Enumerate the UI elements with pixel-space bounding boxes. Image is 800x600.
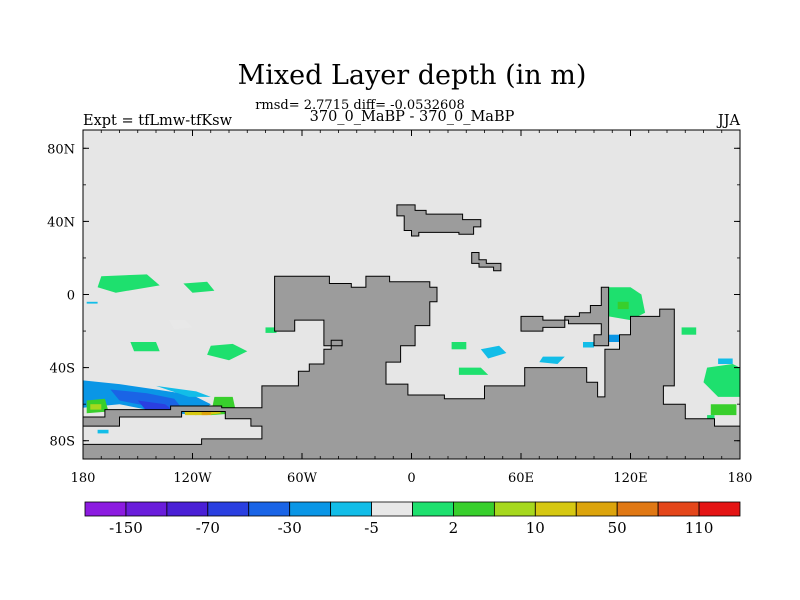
- colorbar-label: -30: [278, 519, 302, 537]
- center-label: 370_0_MaBP - 370_0_MaBP: [310, 109, 515, 125]
- x-tick-label: 120E: [613, 471, 647, 486]
- land-central-continent: [83, 275, 740, 459]
- colorbar-swatch: [698, 501, 741, 517]
- land-north-landmass: [396, 204, 482, 237]
- colorbar-label: 10: [526, 519, 545, 537]
- contour-field: [156, 385, 211, 397]
- colorbar-swatch: [248, 501, 291, 517]
- colorbar-swatch: [330, 501, 372, 517]
- colorbar: -150 -70 -30 -5 2 10 50 110: [84, 501, 741, 537]
- y-tick-label: 80S: [50, 435, 75, 450]
- chart-subtitle: rmsd= 2.7715 diff= -0.0532608: [255, 98, 465, 113]
- x-tick-label: 180: [71, 471, 96, 486]
- y-tick-label: 0: [67, 289, 75, 304]
- contour-field: [480, 345, 507, 359]
- colorbar-swatch: [371, 501, 413, 517]
- colorbar-label: 2: [449, 519, 459, 537]
- contour-field: [617, 301, 629, 310]
- x-tick-label: 120W: [173, 471, 212, 486]
- contour-field: [681, 327, 697, 335]
- y-tick-label: 80N: [47, 142, 75, 157]
- x-tick-label: 180: [728, 471, 753, 486]
- colorbar-swatch: [534, 501, 577, 517]
- colorbar-swatch: [84, 501, 127, 517]
- contour-field: [90, 404, 102, 410]
- contour-field: [451, 342, 467, 350]
- colorbar-swatch: [657, 501, 700, 517]
- contour-field: [137, 400, 175, 412]
- colorbar-swatch: [493, 501, 536, 517]
- contour-field: [183, 281, 215, 293]
- contour-field: [703, 364, 740, 397]
- x-tick-label: 0: [407, 471, 415, 486]
- colorbar-swatch: [575, 501, 618, 517]
- land-east-peninsula: [520, 286, 610, 347]
- plot-area: [82, 129, 741, 460]
- colorbar-swatch: [166, 501, 209, 517]
- contour-field: [539, 356, 565, 364]
- contour-field: [718, 358, 733, 364]
- x-tick-label: 60E: [508, 471, 534, 486]
- contour-field: [168, 320, 193, 330]
- land-northeast-island: [471, 252, 502, 272]
- colorbar-label: -5: [364, 519, 379, 537]
- colorbar-swatch: [412, 501, 454, 517]
- contour-field: [110, 389, 182, 408]
- colorbar-label: 110: [685, 519, 714, 537]
- y-tick-label: 40S: [50, 362, 75, 377]
- contour-field: [583, 342, 594, 348]
- contour-field: [207, 343, 248, 361]
- colorbar-swatch: [453, 501, 495, 517]
- left-label: Expt = tfLmw-tfKsw: [83, 113, 233, 129]
- colorbar-swatch: [207, 501, 250, 517]
- right-label: JJA: [716, 113, 741, 129]
- contour-field: [265, 327, 277, 333]
- colorbar-swatch: [125, 501, 168, 517]
- axes: 180 120W 60W 0 60E 120E 180 80N 40N 0 40S 80S: [47, 130, 752, 486]
- contour-field: [97, 274, 160, 293]
- colorbar-label: 50: [608, 519, 627, 537]
- colorbar-label: -70: [196, 519, 220, 537]
- x-tick-label: 60W: [287, 471, 318, 486]
- colorbar-swatch: [289, 501, 332, 517]
- colorbar-label: -150: [109, 519, 143, 537]
- colorbar-swatch: [616, 501, 659, 517]
- contour-field: [710, 404, 737, 416]
- contour-field: [458, 367, 489, 375]
- y-tick-label: 40N: [47, 215, 75, 230]
- land-masks: [83, 204, 740, 459]
- contour-field: [86, 301, 98, 304]
- contour-field: [97, 429, 109, 434]
- chart-title: Mixed Layer depth (in m): [238, 60, 587, 91]
- contour-field: [130, 342, 160, 352]
